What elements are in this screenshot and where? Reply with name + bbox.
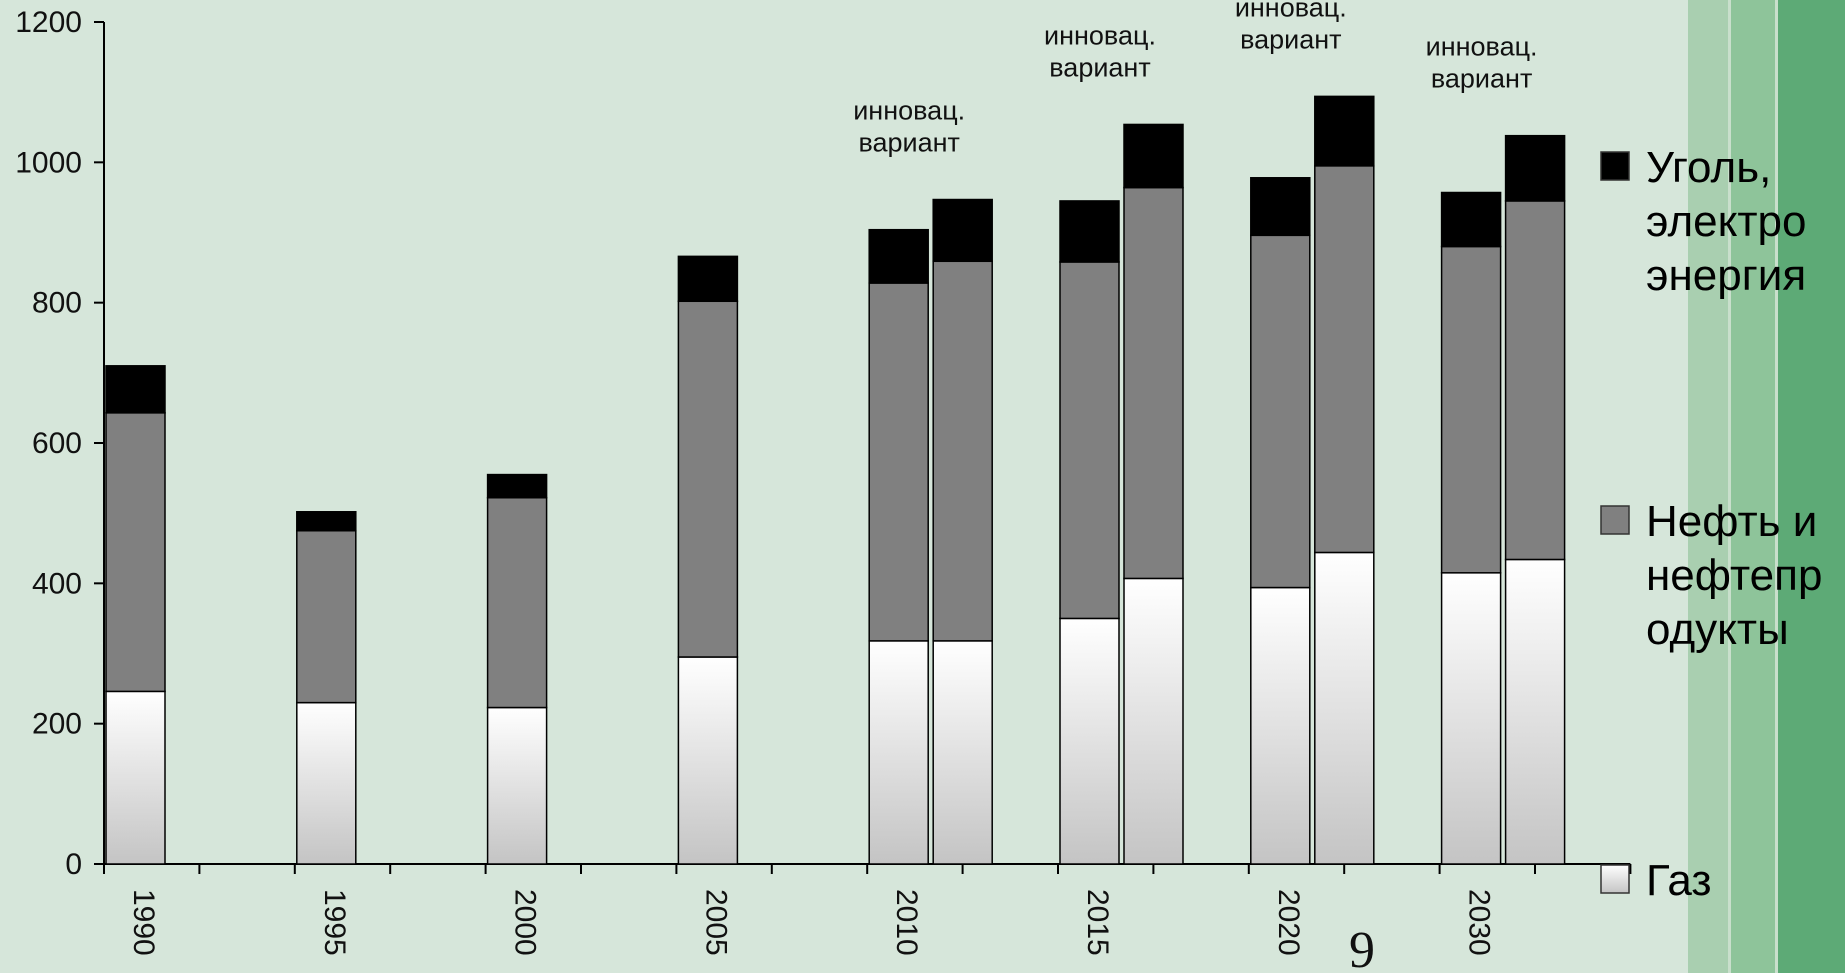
bar-segment-gas: [1059, 617, 1120, 865]
bar-segment-coal: [105, 365, 166, 414]
bar-segment-oil: [1059, 261, 1120, 620]
bar-annotation: инновац.: [1426, 32, 1538, 62]
bar-segment-coal: [932, 198, 993, 263]
bar-segment-oil: [105, 412, 166, 693]
stripe: [1731, 0, 1775, 973]
legend-item-gas-swatch: [1600, 864, 1630, 894]
bar-segment-oil: [1314, 165, 1375, 554]
bar-segment-gas: [677, 656, 739, 865]
bar-segment-oil: [868, 282, 929, 642]
decorative-stripes: [1688, 0, 1845, 973]
bar-segment-gas: [1123, 577, 1184, 865]
x-tick-label: 2000: [509, 889, 542, 956]
bar-annotation: инновац.: [1044, 20, 1156, 50]
bar-segment-oil: [932, 260, 993, 642]
y-tick-label: 800: [32, 287, 82, 320]
bar-annotation: вариант: [1431, 64, 1532, 94]
bar-segment-coal: [486, 473, 548, 499]
legend-item-oil-label: одукты: [1646, 605, 1789, 654]
legend-item-oil-swatch: [1600, 505, 1630, 535]
bar-segment-oil: [1123, 186, 1184, 580]
bar-segment-coal: [1123, 123, 1184, 189]
bar-segment-oil: [1440, 245, 1502, 574]
bar-annotation: инновац.: [853, 96, 965, 126]
x-tick-label: 2030: [1463, 889, 1496, 956]
legend-item-coal-label: Уголь,: [1646, 143, 1771, 192]
legend-item-coal-label: энергия: [1646, 251, 1806, 300]
bar-segment-gas: [296, 701, 357, 865]
stripe: [1688, 0, 1728, 973]
y-tick-label: 1200: [15, 6, 82, 39]
bar-annotation: вариант: [1049, 52, 1150, 82]
x-tick-label: 2010: [890, 889, 923, 956]
bar-segment-coal: [1059, 200, 1120, 263]
bar-segment-gas: [105, 690, 166, 865]
bar-annotation: вариант: [1240, 24, 1341, 54]
y-tick-label: 0: [65, 848, 82, 881]
page-number: 9: [1349, 922, 1375, 973]
bar-segment-gas: [868, 640, 929, 865]
y-tick-label: 400: [32, 567, 82, 600]
bar-annotation: инновац.: [1235, 0, 1347, 22]
y-tick-label: 200: [32, 708, 82, 741]
legend: Уголь, электро энергия Нефть и нефтепр одукты…: [1600, 143, 1822, 905]
bar-segment-gas: [1250, 586, 1311, 865]
bar-segment-gas: [932, 640, 993, 865]
bars: инновац.вариантинновац.вариантинновац.ва…: [105, 0, 1566, 865]
bar-segment-oil: [677, 300, 739, 658]
bar-segment-oil: [296, 529, 357, 704]
bar-segment-gas: [1440, 572, 1502, 865]
axes: 0 200 400 600 800 1000 1200 1990 1995 2000 2005 201…: [15, 6, 1632, 956]
bar-annotation: вариант: [858, 128, 959, 158]
bar-segment-coal: [1314, 95, 1375, 167]
x-tick-label: 2015: [1081, 889, 1114, 956]
bar-segment-gas: [1504, 558, 1566, 865]
legend-item-gas-label: Газ: [1646, 856, 1712, 905]
x-tick-label: 1995: [318, 889, 351, 956]
y-tick-label: 1000: [15, 146, 82, 179]
bar-segment-oil: [486, 496, 548, 709]
bar-segment-coal: [1250, 177, 1311, 237]
legend-item-oil-label: Нефть и: [1646, 497, 1817, 546]
legend-item-oil-label: нефтепр: [1646, 551, 1822, 600]
x-tick-label: 2020: [1272, 889, 1305, 956]
bar-segment-coal: [296, 511, 357, 532]
bar-segment-oil: [1250, 234, 1311, 589]
bar-segment-coal: [868, 228, 929, 284]
legend-item-coal-label: электро: [1646, 197, 1806, 246]
legend-item-coal-swatch: [1600, 151, 1630, 181]
x-tick-label: 2005: [699, 889, 732, 956]
bar-segment-oil: [1504, 200, 1566, 561]
bar-segment-coal: [677, 255, 739, 303]
y-tick-label: 600: [32, 427, 82, 460]
stripe: [1778, 0, 1845, 973]
bar-segment-coal: [1440, 191, 1502, 248]
bar-segment-gas: [486, 706, 548, 865]
x-tick-label: 1990: [127, 889, 160, 956]
bar-segment-gas: [1314, 551, 1375, 865]
bar-segment-coal: [1504, 134, 1566, 202]
